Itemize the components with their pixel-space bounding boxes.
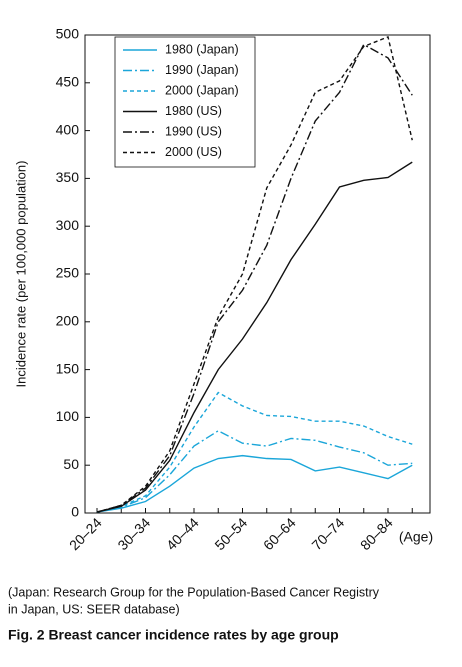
x-tick-label: 40–44 bbox=[163, 514, 202, 553]
y-tick-label: 100 bbox=[56, 408, 80, 424]
legend-box bbox=[114, 36, 256, 168]
data-line bbox=[96, 161, 413, 513]
x-tick-label: 60–64 bbox=[260, 514, 299, 553]
y-tick-label: 50 bbox=[63, 456, 79, 472]
figure-title: Fig. 2 Breast cancer incidence rates by … bbox=[8, 627, 339, 643]
legend-label: 1980 (Japan) bbox=[165, 42, 239, 56]
y-tick-label: 500 bbox=[56, 26, 80, 42]
legend-label: 2000 (US) bbox=[165, 145, 222, 159]
y-tick-label: 0 bbox=[71, 504, 79, 520]
x-tick-label: 30–34 bbox=[114, 514, 153, 553]
x-tick-label: 80–84 bbox=[357, 514, 396, 553]
legend: 1980 (Japan) 1990 (Japan) 2000 (Japan) 1980… bbox=[114, 36, 256, 168]
legend-label: 1980 (US) bbox=[165, 104, 222, 118]
data-line bbox=[96, 391, 413, 513]
x-tick-label: 50–54 bbox=[211, 514, 250, 553]
legend-label: 1990 (US) bbox=[165, 124, 222, 138]
data-line bbox=[96, 429, 413, 513]
y-tick-label: 300 bbox=[56, 217, 80, 233]
x-tick-label: 20–24 bbox=[66, 514, 105, 553]
y-tick-label: 250 bbox=[56, 265, 80, 281]
x-tick-label: 70–74 bbox=[308, 514, 347, 553]
y-tick-label: 200 bbox=[56, 313, 80, 329]
data-line bbox=[96, 35, 413, 513]
y-tick-label: 450 bbox=[56, 74, 80, 90]
y-axis-label: Incidence rate (per 100,000 population) bbox=[13, 161, 28, 388]
y-tick-label: 150 bbox=[56, 360, 80, 376]
legend-label: 1990 (Japan) bbox=[165, 63, 239, 77]
y-tick-label: 350 bbox=[56, 169, 80, 185]
legend-label: 2000 (Japan) bbox=[165, 83, 239, 97]
y-tick-label: 400 bbox=[56, 121, 80, 137]
data-line bbox=[96, 454, 413, 513]
x-axis-label: (Age) bbox=[399, 529, 433, 545]
caption-line: (Japan: Research Group for the Populatio… bbox=[8, 585, 380, 599]
caption-line: in Japan, US: SEER database) bbox=[8, 602, 180, 616]
